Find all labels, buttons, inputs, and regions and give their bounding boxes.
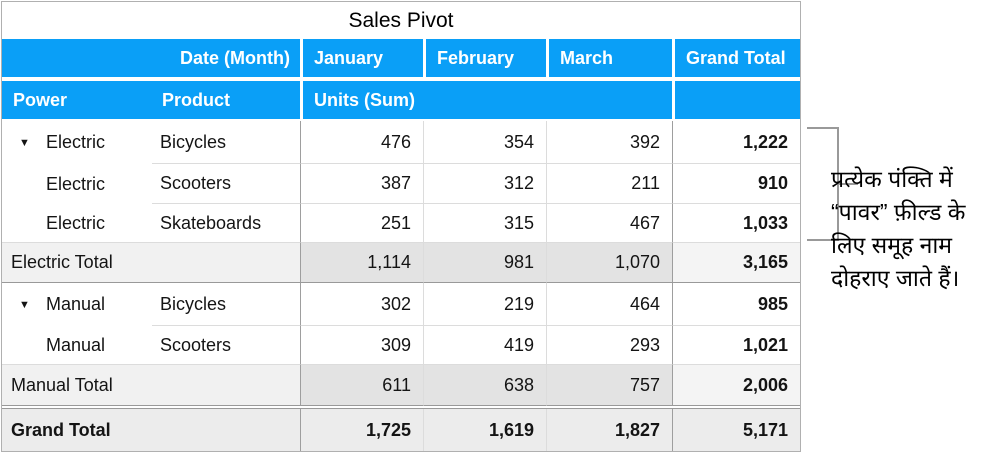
callout-line: लिए समूह नाम [831, 232, 953, 258]
cell-product[interactable]: Bicycles [152, 121, 300, 164]
cell-january[interactable]: 1,114 [300, 243, 423, 283]
cell-february[interactable]: 312 [423, 164, 546, 204]
callout-line: “पावर” फ़ील्ड के [831, 199, 966, 225]
cell-grand-total[interactable]: 1,222 [672, 121, 800, 164]
row-electric-total: Electric Total 1,114 981 1,070 3,165 [2, 243, 800, 283]
cell-subtotal-label[interactable]: Electric Total [2, 243, 300, 283]
row-electric-scooters: Electric Scooters 387 312 211 910 [2, 164, 800, 204]
cell-grand-total[interactable]: 3,165 [672, 243, 800, 283]
cell-grand-total[interactable]: 5,171 [672, 409, 800, 451]
cell-january[interactable]: 251 [300, 204, 423, 243]
cell-january[interactable]: 309 [300, 326, 423, 365]
cell-january[interactable]: 611 [300, 365, 423, 406]
cell-product[interactable]: Scooters [152, 326, 300, 365]
disclosure-triangle-icon[interactable]: ▼ [19, 298, 30, 311]
cell-grand-total[interactable]: 1,021 [672, 326, 800, 365]
row-manual-scooters: Manual Scooters 309 419 293 1,021 [2, 326, 800, 365]
cell-grand-total[interactable]: 1,033 [672, 204, 800, 243]
cell-product[interactable]: Bicycles [152, 283, 300, 326]
disclosure-triangle-icon[interactable]: ▼ [19, 136, 30, 149]
header-units-empty-cell[interactable] [672, 81, 800, 119]
cell-power-group[interactable]: Electric [2, 164, 152, 204]
cell-march[interactable]: 464 [546, 283, 672, 326]
cell-march[interactable]: 211 [546, 164, 672, 204]
cell-february[interactable]: 354 [423, 121, 546, 164]
header-january[interactable]: January [300, 39, 423, 77]
cell-february[interactable]: 419 [423, 326, 546, 365]
header-grand-total[interactable]: Grand Total [672, 39, 800, 77]
cell-march[interactable]: 467 [546, 204, 672, 243]
cell-february[interactable]: 1,619 [423, 409, 546, 451]
cell-grand-total[interactable]: 910 [672, 164, 800, 204]
cell-february[interactable]: 219 [423, 283, 546, 326]
header-february[interactable]: February [423, 39, 546, 77]
cell-power-group[interactable]: Electric [2, 204, 152, 243]
callout-line: दोहराए जाते हैं। [831, 265, 960, 291]
cell-february[interactable]: 315 [423, 204, 546, 243]
header-march[interactable]: March [546, 39, 672, 77]
row-manual-total: Manual Total 611 638 757 2,006 [2, 365, 800, 406]
cell-subtotal-label[interactable]: Manual Total [2, 365, 300, 406]
row-electric-bicycles: ▼ Electric Bicycles 476 354 392 1,222 [2, 121, 800, 164]
cell-march[interactable]: 392 [546, 121, 672, 164]
cell-january[interactable]: 302 [300, 283, 423, 326]
cell-march[interactable]: 293 [546, 326, 672, 365]
cell-power-group[interactable]: ▼ Electric [2, 121, 152, 164]
cell-february[interactable]: 638 [423, 365, 546, 406]
cell-january[interactable]: 1,725 [300, 409, 423, 451]
callout-text: प्रत्येक पंक्ति में “पावर” फ़ील्ड के लिए… [831, 163, 1001, 295]
pivot-table: Sales Pivot Date (Month) January Februar… [1, 1, 801, 452]
cell-january[interactable]: 476 [300, 121, 423, 164]
header-row-months: Date (Month) January February March Gran… [2, 39, 800, 77]
row-manual-bicycles: ▼ Manual Bicycles 302 219 464 985 [2, 283, 800, 326]
cell-power-group[interactable]: ▼ Manual [2, 283, 152, 326]
cell-march[interactable]: 757 [546, 365, 672, 406]
header-date-month[interactable]: Date (Month) [180, 47, 290, 68]
cell-product[interactable]: Skateboards [152, 204, 300, 243]
header-product[interactable]: Product [162, 89, 231, 110]
header-row-fields: Power Product Units (Sum) [2, 81, 800, 121]
table-title[interactable]: Sales Pivot [348, 8, 454, 32]
cell-power-group[interactable]: Manual [2, 326, 152, 365]
cell-grand-total[interactable]: 985 [672, 283, 800, 326]
row-grand-total: Grand Total 1,725 1,619 1,827 5,171 [2, 408, 800, 451]
header-power[interactable]: Power [13, 89, 68, 110]
row-electric-skateboards: Electric Skateboards 251 315 467 1,033 [2, 204, 800, 243]
cell-march[interactable]: 1,070 [546, 243, 672, 283]
cell-product[interactable]: Scooters [152, 164, 300, 204]
callout-bracket [807, 127, 858, 241]
cell-february[interactable]: 981 [423, 243, 546, 283]
header-units-sum[interactable]: Units (Sum) [300, 81, 672, 119]
cell-january[interactable]: 387 [300, 164, 423, 204]
cell-grand-label[interactable]: Grand Total [2, 409, 300, 451]
cell-march[interactable]: 1,827 [546, 409, 672, 451]
callout-line: प्रत्येक पंक्ति में [831, 166, 953, 192]
cell-grand-total[interactable]: 2,006 [672, 365, 800, 406]
